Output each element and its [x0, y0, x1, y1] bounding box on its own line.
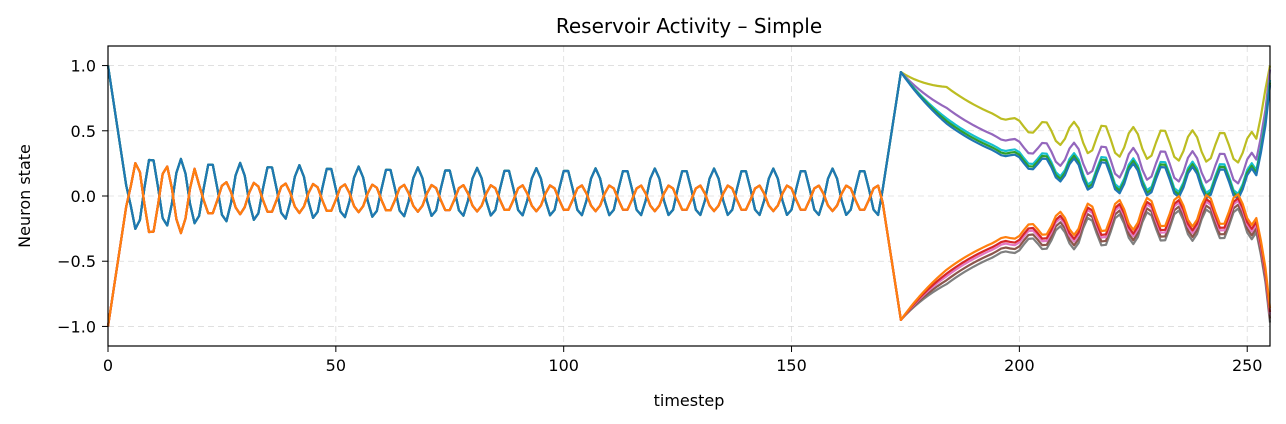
y-tick-label: 0.5 — [71, 122, 96, 141]
series-line — [106, 161, 1272, 327]
x-axis-label: timestep — [654, 391, 725, 410]
y-tick-label: 1.0 — [71, 57, 96, 76]
chart-title: Reservoir Activity – Simple — [556, 14, 822, 38]
x-tick-label: 200 — [1004, 356, 1035, 375]
x-axis-ticks: 0 50 100 150 200 250 — [103, 346, 1263, 375]
series-line — [106, 65, 1272, 231]
x-tick-label: 250 — [1232, 356, 1263, 375]
y-tick-label: −0.5 — [57, 252, 96, 271]
x-tick-label: 100 — [548, 356, 579, 375]
y-axis-label: Neuron state — [15, 144, 34, 248]
x-tick-label: 50 — [326, 356, 346, 375]
y-tick-label: 0.0 — [71, 187, 96, 206]
y-axis-ticks: 1.0 0.5 0.0 −0.5 −1.0 — [57, 57, 108, 336]
grid-lines — [107, 46, 1270, 346]
x-tick-label: 150 — [776, 356, 807, 375]
series-group — [106, 65, 1272, 327]
x-tick-label: 0 — [103, 356, 113, 375]
y-tick-label: −1.0 — [57, 317, 96, 336]
